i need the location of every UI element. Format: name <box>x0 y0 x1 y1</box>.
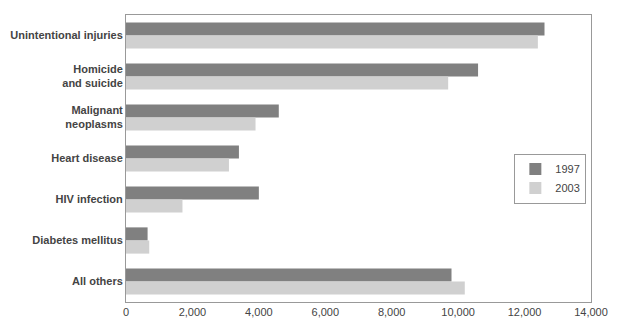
svg-text:HIV infection: HIV infection <box>56 193 124 205</box>
svg-text:6,000: 6,000 <box>312 306 340 318</box>
svg-text:Homicideand suicide: Homicideand suicide <box>62 63 123 89</box>
svg-text:2,000: 2,000 <box>179 306 207 318</box>
svg-text:14,000: 14,000 <box>574 306 608 318</box>
svg-text:Malignantneoplasms: Malignantneoplasms <box>65 104 123 130</box>
svg-text:Unintentional injuries: Unintentional injuries <box>10 29 122 41</box>
svg-text:12,000: 12,000 <box>508 306 542 318</box>
svg-text:All others: All others <box>72 275 123 287</box>
svg-text:0: 0 <box>123 306 129 318</box>
svg-text:1997: 1997 <box>555 163 579 175</box>
svg-text:Heart disease: Heart disease <box>51 152 123 164</box>
svg-text:10,000: 10,000 <box>441 306 475 318</box>
svg-text:Diabetes mellitus: Diabetes mellitus <box>32 234 122 246</box>
svg-text:8,000: 8,000 <box>378 306 406 318</box>
svg-text:4,000: 4,000 <box>245 306 273 318</box>
svg-text:2003: 2003 <box>555 182 579 194</box>
